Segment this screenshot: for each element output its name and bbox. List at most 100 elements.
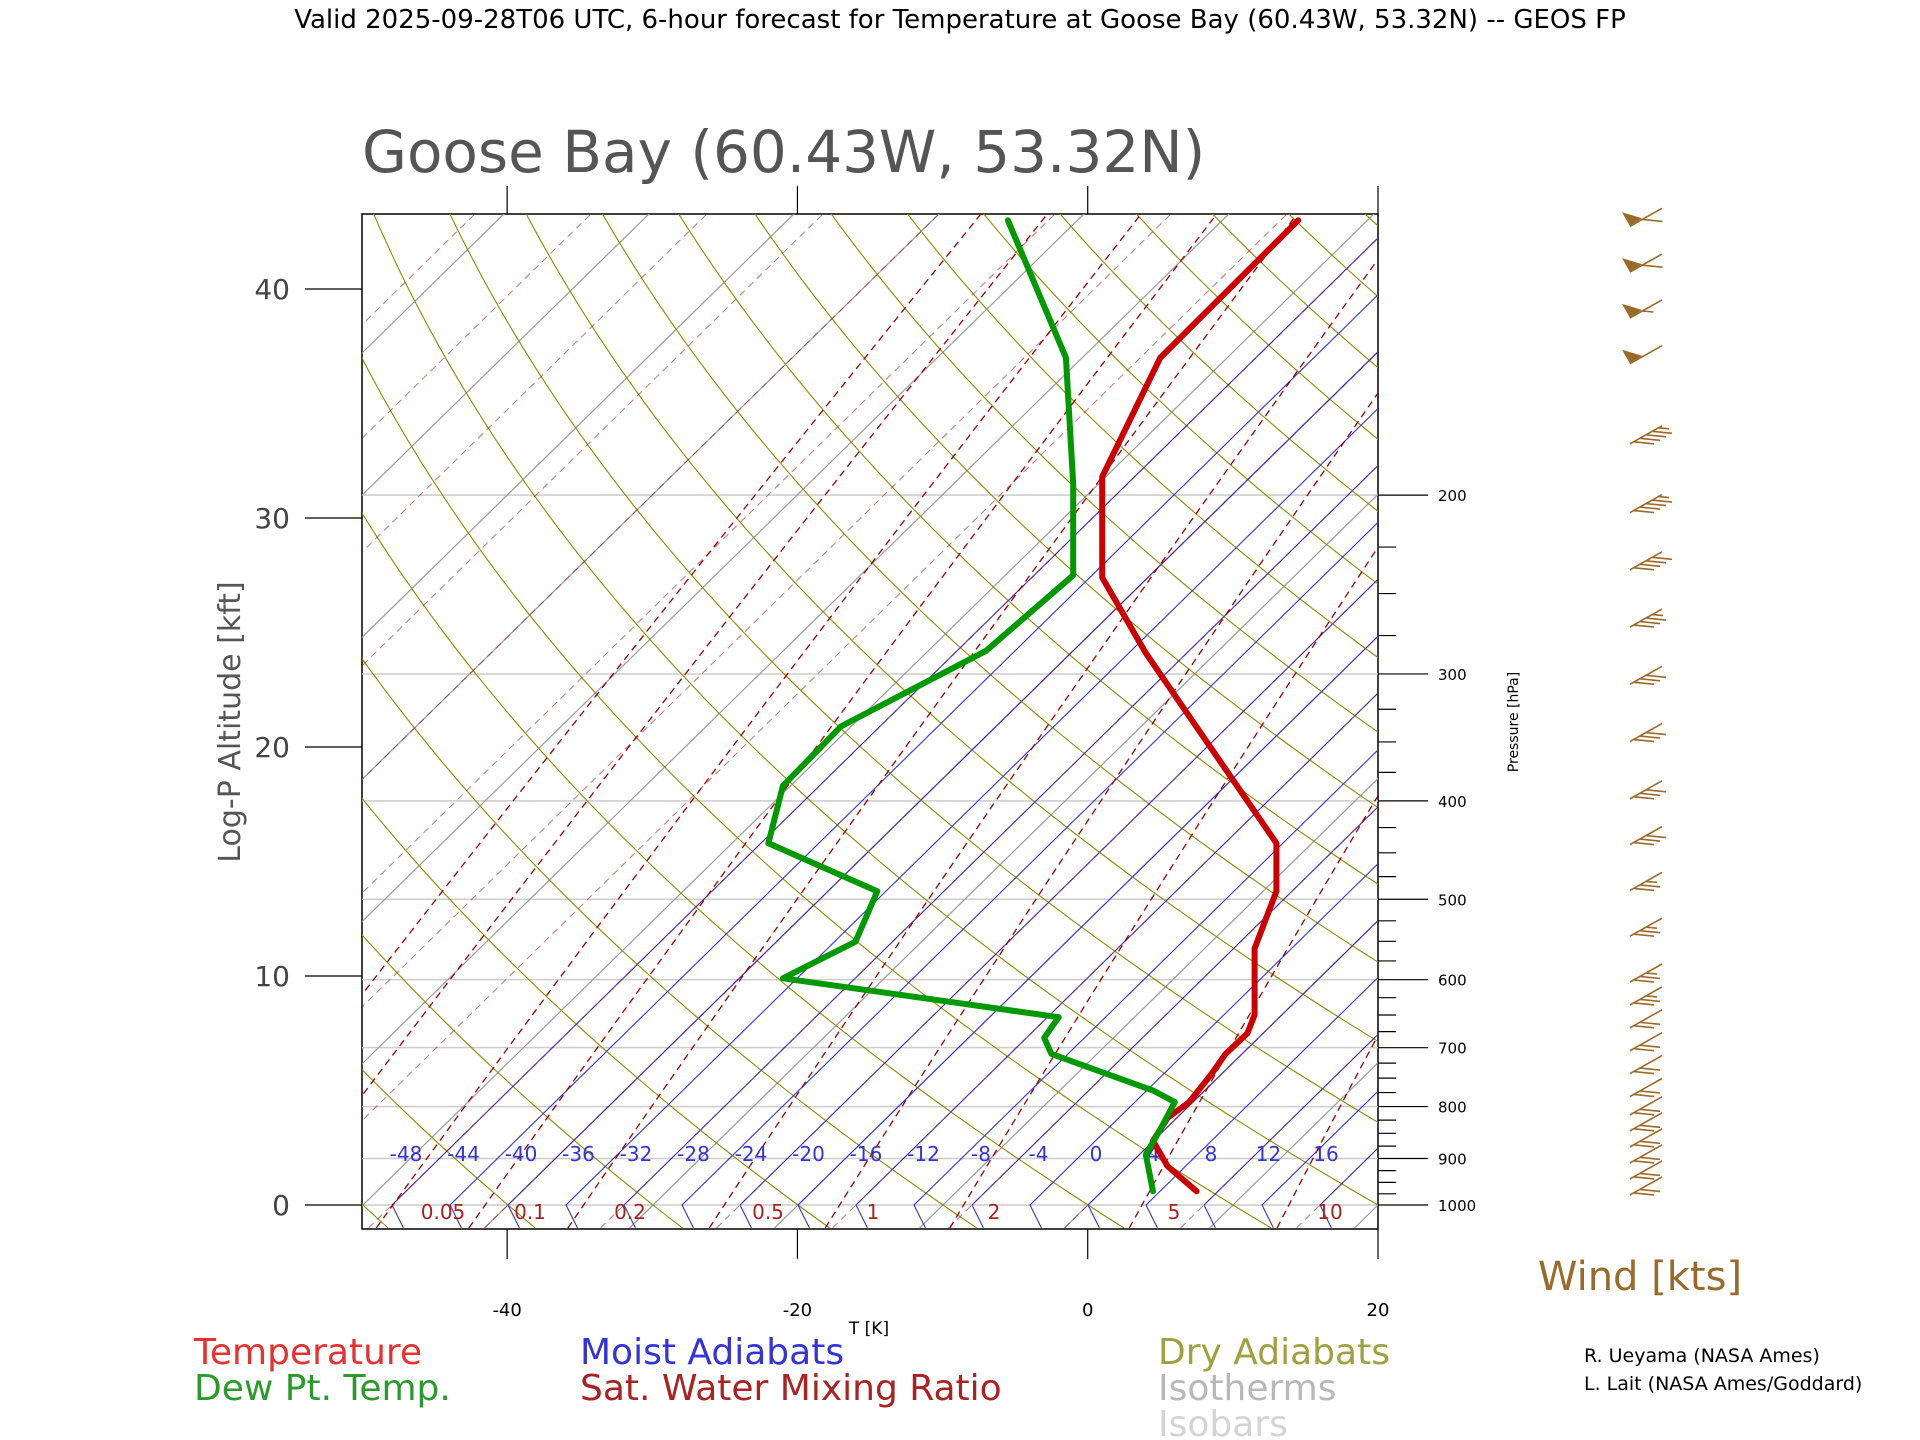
dry-adiabat: [362, 1203, 389, 1229]
legend-dry: Dry Adiabats: [1158, 1332, 1390, 1373]
barb-flag: [1645, 674, 1667, 679]
barb-shaft: [1629, 1112, 1663, 1132]
header-title: Valid 2025-09-28T06 UTC, 6-hour forecast…: [294, 5, 1626, 35]
dry-adiabat: [449, 214, 1378, 1123]
moist-adiabat: [797, 635, 1378, 1229]
moist-adiabat-label: -28: [677, 1142, 710, 1166]
moist-adiabat-label: 16: [1313, 1142, 1338, 1166]
dry-adiabat: [373, 214, 1378, 1206]
barb-flag: [1639, 1124, 1661, 1129]
legend-dewpoint: Dew Pt. Temp.: [194, 1368, 451, 1409]
barb-flag: [1639, 975, 1661, 980]
mixing-ratio-label: 2: [988, 1200, 1001, 1224]
wind-barb: [1629, 1032, 1663, 1052]
moist-adiabat-label: -40: [505, 1142, 538, 1166]
barb-flag: [1645, 834, 1667, 839]
wind-barb: [1629, 1128, 1663, 1148]
barb-flag: [1639, 563, 1661, 568]
mixing-ratio-line: [368, 237, 1378, 1229]
barb-flag: [1645, 502, 1667, 507]
wind-barb: [1629, 1054, 1663, 1075]
dry-adiabat: [1423, 197, 1920, 1228]
barb-shaft: [1629, 1144, 1663, 1164]
moist-adiabat-label: 8: [1205, 1142, 1218, 1166]
moist-adiabat-label: -36: [562, 1142, 595, 1166]
mixing-ratio-line: [362, 214, 982, 996]
dry-adiabat: [1059, 214, 1378, 512]
barb-flag: [1639, 1108, 1661, 1113]
barb-flag: [1639, 437, 1661, 442]
barb-flag: [1633, 567, 1655, 571]
barb-flag: [1633, 979, 1655, 983]
barb-flag: [1633, 1070, 1655, 1075]
x-tick-label: 0: [1082, 1300, 1093, 1321]
dry-adiabats-layer: [362, 197, 1920, 1229]
legend-temperature: Temperature: [193, 1332, 422, 1373]
barb-flag: [1639, 792, 1661, 797]
mixing-ratio-line: [1645, 197, 1920, 1228]
y-tick-label: 0: [272, 1189, 290, 1222]
barb-flag: [1639, 1021, 1661, 1026]
mixing-ratio-line: [1064, 919, 1378, 1229]
dry-adiabat: [1649, 197, 1920, 1228]
dewpoint-line: [765, 217, 1178, 1195]
barb-shaft: [1629, 1077, 1663, 1098]
wind-barb: [1622, 253, 1663, 273]
dry-adiabat: [906, 214, 1378, 659]
moist-adiabat-label: 0: [1090, 1142, 1103, 1166]
barb-shaft: [1629, 1054, 1663, 1075]
barb-shaft: [1629, 299, 1663, 319]
y-tick-label: 10: [254, 960, 290, 993]
wind-barb: [1629, 551, 1673, 571]
credit-line-2: L. Lait (NASA Ames/Goddard): [1584, 1373, 1862, 1395]
barb-flag: [1639, 929, 1661, 934]
mixing-ratio-line: [375, 214, 1142, 1229]
barb-flag: [1639, 1044, 1661, 1048]
barb-flag: [1642, 218, 1663, 223]
barb-flag: [1639, 884, 1661, 888]
barb-pennant: [1622, 303, 1642, 318]
wind-barb: [1629, 1112, 1663, 1132]
y-axis-label: Log-P Altitude [kft]: [213, 581, 248, 862]
barb-shaft: [1629, 1160, 1663, 1180]
barb-halfflag: [1651, 613, 1664, 617]
credits: R. Ueyama (NASA Ames) L. Lait (NASA Ames…: [1584, 1345, 1862, 1395]
dry-adiabat: [1364, 214, 1378, 227]
barb-halfflag: [1645, 926, 1658, 929]
barb-flag: [1633, 841, 1655, 846]
barb-flag: [1639, 1090, 1661, 1094]
barb-flag: [1639, 1188, 1661, 1193]
barb-flag: [1639, 506, 1661, 510]
barb-flag: [1639, 998, 1661, 1003]
mixing-ratio-label: 5: [1168, 1200, 1181, 1224]
legend-isotherms: Isotherms: [1158, 1368, 1336, 1409]
mixing-ratio-line: [0, 197, 144, 1228]
mixing-ratio-line: [0, 197, 28, 1228]
barb-flag: [1645, 434, 1667, 438]
mixing-ratio-line: [1529, 197, 1920, 1228]
series-layer: [765, 217, 1302, 1195]
x-tick-label: -20: [783, 1300, 812, 1321]
barb-flag: [1639, 678, 1661, 682]
y2-axis-label: Pressure [hPa]: [1506, 672, 1522, 772]
barb-flag: [1639, 1156, 1661, 1161]
barb-shaft: [1629, 1176, 1663, 1196]
dry-adiabat: [362, 797, 830, 1229]
mixing-ratio-line: [362, 214, 940, 781]
mixing-ratio-line: [484, 351, 1378, 1229]
barb-flag: [1633, 1160, 1655, 1164]
isotherm-line: [0, 197, 86, 1228]
isotherm-line: [1500, 197, 1920, 1228]
moist-adiabat-label: 12: [1256, 1142, 1281, 1166]
mixing-ratio-line: [1413, 197, 1920, 1228]
mixing-ratio-line: [362, 214, 708, 553]
moist-adiabat-label: -32: [620, 1142, 653, 1166]
barb-flag: [1645, 731, 1667, 736]
barb-shaft: [1629, 1096, 1663, 1116]
mixing-ratio-line: [1296, 1147, 1378, 1229]
barb-flag: [1633, 1192, 1655, 1196]
moist-adiabat: [1319, 1147, 1378, 1229]
mixing-ratio-line: [824, 391, 1378, 1229]
dry-adiabat: [362, 933, 683, 1229]
